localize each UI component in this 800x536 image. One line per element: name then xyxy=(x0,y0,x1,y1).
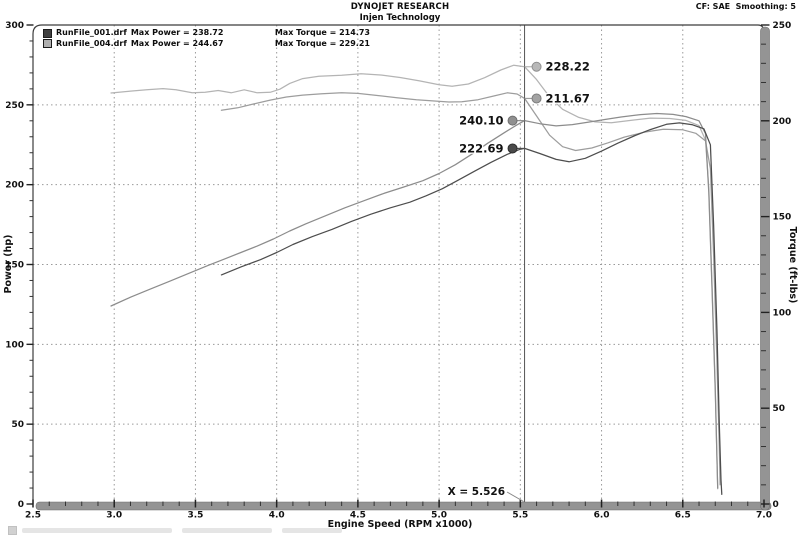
x-tick-label-7: 7.0 xyxy=(756,511,772,521)
legend-row-run001: RunFile_001.drf Max Power = 238.72 Max T… xyxy=(43,28,370,39)
run004-file-label: RunFile_004.drf xyxy=(56,38,127,48)
clipped-text-fragment xyxy=(182,527,272,533)
torque-run004-cursor-value-label: 228.22 xyxy=(546,60,590,74)
torque-tick-label-250: 250 xyxy=(773,21,792,31)
page-subtitle: Injen Technology xyxy=(359,13,441,23)
right-axis-bar xyxy=(760,26,770,511)
correction-smoothing-note: CF: SAE Smoothing: 5 xyxy=(695,2,796,11)
torque-tick-label-200: 200 xyxy=(773,117,792,127)
power-axis-title: Power (hp) xyxy=(3,235,14,294)
page-title: DYNOJET RESEARCH xyxy=(350,2,450,12)
power-tick-label-250: 250 xyxy=(5,101,24,111)
torque-tick-label-150: 150 xyxy=(773,213,792,223)
run004-color-swatch xyxy=(43,39,52,49)
x-tick-label-3.5: 3.5 xyxy=(187,511,203,521)
torque-run004-curve xyxy=(110,64,719,490)
run001-color-swatch xyxy=(43,28,52,38)
clipped-footer-row xyxy=(8,524,352,536)
power-run004-curve xyxy=(110,112,719,489)
run001-max-torque: Max Torque = 214.73 xyxy=(274,28,370,37)
clipped-legend-swatch xyxy=(8,525,17,535)
x-tick-label-5.5: 5.5 xyxy=(512,511,528,521)
run004-max-power: Max Power = 244.67 xyxy=(130,38,224,48)
x-axis-bar xyxy=(35,501,772,511)
power-run001-cursor-value-label: 222.69 xyxy=(459,141,503,155)
power-tick-label-150: 150 xyxy=(5,261,24,271)
legend-row-run004: RunFile_004.drf Max Power = 244.67 Max T… xyxy=(43,39,370,50)
power-tick-label-50: 50 xyxy=(11,420,24,430)
power-tick-label-100: 100 xyxy=(5,340,24,350)
run001-file-label: RunFile_001.drf xyxy=(56,28,127,37)
power-tick-label-200: 200 xyxy=(5,181,24,191)
power-run004-cursor-value-label: 240.10 xyxy=(459,114,503,128)
x-tick-label-4: 4.0 xyxy=(269,511,285,521)
x-tick-label-6.5: 6.5 xyxy=(675,511,691,521)
x-tick-label-2.5: 2.5 xyxy=(25,511,41,521)
torque-run004-cursor-marker xyxy=(531,61,542,72)
torque-tick-label-0: 0 xyxy=(773,500,779,510)
power-tick-label-0: 0 xyxy=(18,500,24,510)
x-tick-label-3: 3.0 xyxy=(106,511,122,521)
torque-tick-label-50: 50 xyxy=(773,404,786,414)
power-tick-label-300: 300 xyxy=(5,21,24,31)
cursor-x-label: X = 5.526 xyxy=(448,486,505,498)
clipped-text-fragment xyxy=(282,527,342,533)
legend: RunFile_001.drf Max Power = 238.72 Max T… xyxy=(43,28,370,49)
torque-tick-label-100: 100 xyxy=(773,308,792,318)
x-tick-label-5: 5.0 xyxy=(431,511,447,521)
torque-run001-cursor-marker xyxy=(531,93,542,104)
power-run001-cursor-marker xyxy=(507,143,518,154)
torque-run001-cursor-value-label: 211.67 xyxy=(546,91,590,105)
run004-max-torque: Max Torque = 229.21 xyxy=(274,38,370,48)
torque-run001-curve xyxy=(220,92,721,486)
x-tick-label-4.5: 4.5 xyxy=(350,511,366,521)
x-axis-title: Engine Speed (RPM x1000) xyxy=(328,519,473,530)
torque-axis-title: Torque (ft-lbs) xyxy=(787,227,798,304)
clipped-text-fragment xyxy=(22,527,172,533)
cursor-label-leader xyxy=(506,491,524,502)
power-run001-curve xyxy=(220,122,723,496)
x-tick-label-6: 6.0 xyxy=(594,511,610,521)
power-run004-cursor-marker xyxy=(507,115,518,126)
run001-max-power: Max Power = 238.72 xyxy=(130,28,224,37)
